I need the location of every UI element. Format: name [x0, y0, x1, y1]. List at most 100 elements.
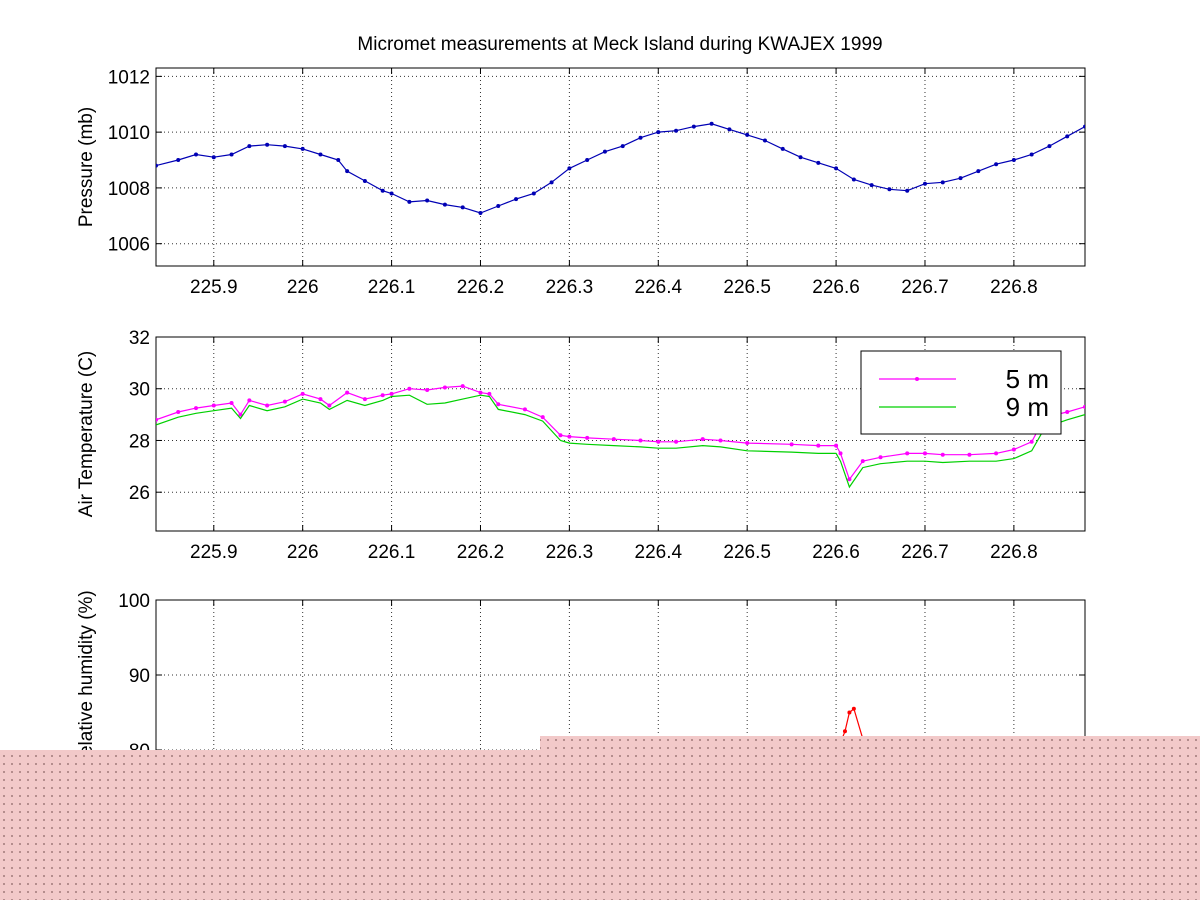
data-point: [922, 181, 927, 186]
data-point: [709, 121, 714, 126]
x-tick-label: 226.6: [812, 542, 860, 563]
data-point: [211, 155, 216, 160]
x-tick-label: 226.8: [990, 542, 1038, 563]
x-tick-label: 226.8: [990, 277, 1038, 298]
y-axis-label: Pressure (mb): [76, 107, 97, 227]
series-line-9m: [156, 394, 1085, 489]
data-point: [700, 437, 705, 442]
data-point: [842, 729, 847, 734]
data-point: [407, 386, 412, 391]
data-point: [620, 144, 625, 149]
data-point: [798, 155, 803, 160]
data-point: [247, 398, 252, 403]
data-point: [847, 477, 852, 482]
x-tick-label: 226.5: [723, 277, 771, 298]
data-point: [194, 152, 199, 157]
y-axis-label: Air Temperature (C): [76, 351, 97, 517]
x-tick-label: 226.2: [457, 277, 505, 298]
data-point: [940, 180, 945, 185]
chart-panel-1: 225.9 226 226.1 226.2 226.3 226.4 226.5 226.6 22…: [76, 67, 1086, 298]
data-point: [847, 710, 852, 715]
data-point: [691, 124, 696, 129]
data-point: [549, 180, 554, 185]
data-point: [460, 384, 465, 389]
data-point: [656, 439, 661, 444]
data-point: [745, 132, 750, 137]
data-point: [211, 403, 216, 408]
legend: 5 m9 m: [860, 350, 1062, 435]
data-point: [611, 437, 616, 442]
data-point: [327, 403, 332, 408]
data-point: [496, 204, 501, 209]
data-point: [300, 391, 305, 396]
data-point: [638, 438, 643, 443]
data-point: [994, 451, 999, 456]
data-point: [247, 144, 252, 149]
data-point: [838, 451, 843, 456]
data-point: [1011, 447, 1016, 452]
y-axis-label: Relative humidity (%): [76, 590, 97, 770]
data-point: [156, 163, 158, 168]
data-point: [851, 177, 856, 182]
data-point: [922, 451, 927, 456]
x-tick-label: 226.2: [457, 542, 505, 563]
series-group: [156, 384, 1085, 489]
data-point: [602, 149, 607, 154]
data-point: [1083, 404, 1085, 409]
y-tick-label: 90: [129, 666, 150, 687]
data-point: [1011, 158, 1016, 163]
data-point: [816, 160, 821, 165]
x-tick-label: 226.1: [368, 542, 416, 563]
axes-box: [155, 336, 1086, 532]
x-tick-label: 226: [287, 277, 319, 298]
y-tick-label: 1008: [108, 179, 150, 200]
x-tick-label: 226.3: [546, 542, 594, 563]
data-point: [425, 388, 430, 393]
data-point: [176, 410, 181, 415]
data-point: [514, 197, 519, 202]
data-point: [238, 412, 243, 417]
data-point: [727, 127, 732, 132]
y-tick-label: 30: [129, 380, 150, 401]
data-point: [336, 158, 341, 163]
legend-label: 9 m: [1006, 392, 1049, 422]
data-point: [834, 443, 839, 448]
data-point: [318, 152, 323, 157]
data-point: [976, 169, 981, 174]
data-point: [265, 403, 270, 408]
data-point: [460, 205, 465, 210]
x-tick-label: 226.7: [901, 542, 949, 563]
data-point: [380, 393, 385, 398]
x-tick-label: 226.4: [635, 277, 683, 298]
data-point: [389, 191, 394, 196]
data-point: [638, 135, 643, 140]
data-point: [531, 191, 536, 196]
data-point: [1083, 124, 1085, 129]
data-point: [425, 198, 430, 203]
data-point: [567, 434, 572, 439]
data-point: [407, 199, 412, 204]
data-point: [380, 188, 385, 193]
y-tick-label: 28: [129, 431, 150, 452]
data-point: [674, 128, 679, 133]
data-point: [300, 146, 305, 151]
data-point: [851, 706, 856, 711]
data-point: [674, 439, 679, 444]
data-point: [878, 455, 883, 460]
data-point: [656, 130, 661, 135]
data-point: [1029, 439, 1034, 444]
data-point: [282, 399, 287, 404]
x-tick-label: 225.9: [190, 542, 238, 563]
series-line: [156, 123, 1085, 214]
data-point: [967, 452, 972, 457]
legend-box: [860, 350, 1062, 435]
data-point: [1065, 134, 1070, 139]
x-tick-label: 226: [287, 542, 319, 563]
data-point: [540, 415, 545, 420]
data-point: [718, 438, 723, 443]
y-tick-label: 26: [129, 483, 150, 504]
x-tick-label: 226.1: [368, 277, 416, 298]
data-point: [282, 144, 287, 149]
